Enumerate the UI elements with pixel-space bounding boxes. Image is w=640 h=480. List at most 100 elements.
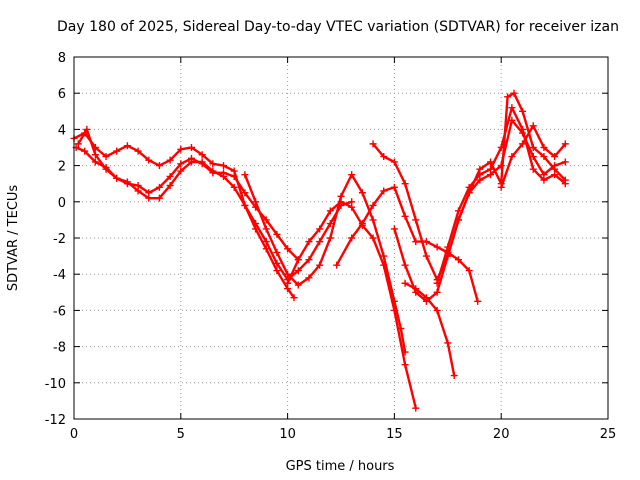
data-point-sat-d bbox=[316, 261, 324, 269]
data-point-sat-f bbox=[401, 212, 409, 220]
data-point-sat-a bbox=[209, 160, 217, 168]
series-sat-h bbox=[393, 92, 567, 303]
data-point-sat-d bbox=[358, 189, 366, 197]
data-point-sat-d bbox=[284, 270, 292, 278]
data-point-sat-c bbox=[155, 194, 163, 202]
data-point-sat-b bbox=[230, 172, 238, 180]
data-point-sat-b bbox=[91, 151, 99, 159]
x-tick-label: 25 bbox=[600, 427, 617, 442]
data-point-sat-c bbox=[91, 158, 99, 166]
data-point-sat-a bbox=[123, 142, 131, 150]
x-tick-label: 5 bbox=[177, 427, 185, 442]
data-point-sat-a bbox=[220, 162, 228, 170]
data-point-sat-g bbox=[561, 158, 569, 166]
axis-ticks: 0 5 10 15 20 25 -12 -10 -8 -6 -4 -2 0 2 4 6 8 bbox=[45, 51, 617, 442]
data-point-sat-c bbox=[187, 158, 195, 166]
data-point-sat-j bbox=[551, 171, 559, 179]
data-point-sat-e bbox=[326, 207, 334, 215]
data-point-sat-b bbox=[284, 245, 292, 253]
x-tick-label: 15 bbox=[386, 427, 403, 442]
data-point-sat-c bbox=[316, 238, 324, 246]
data-point-sat-c bbox=[166, 182, 174, 190]
data-point-sat-i bbox=[433, 306, 441, 314]
series-sat-a bbox=[72, 131, 296, 299]
series-sat-f bbox=[335, 186, 479, 303]
y-tick-label: 0 bbox=[58, 196, 66, 211]
y-tick-label: -8 bbox=[53, 341, 66, 356]
y-tick-label: -12 bbox=[45, 413, 66, 428]
data-point-sat-f bbox=[465, 267, 473, 275]
data-point-sat-c bbox=[102, 163, 110, 171]
data-point-sat-h bbox=[433, 288, 441, 296]
data-point-sat-j bbox=[487, 165, 495, 173]
data-point-sat-f bbox=[390, 183, 398, 191]
y-tick-label: 6 bbox=[58, 87, 66, 102]
y-tick-label: -10 bbox=[45, 377, 66, 392]
y-tick-label: 2 bbox=[58, 160, 66, 175]
data-point-sat-i bbox=[450, 372, 458, 380]
data-point-sat-b bbox=[166, 172, 174, 180]
data-point-sat-h bbox=[519, 107, 527, 115]
data-series bbox=[70, 89, 569, 412]
data-point-sat-a bbox=[155, 162, 163, 170]
data-point-sat-b bbox=[273, 230, 281, 238]
data-point-sat-g bbox=[390, 158, 398, 166]
data-point-sat-h bbox=[390, 225, 398, 233]
data-point-sat-a bbox=[113, 147, 121, 155]
data-point-sat-e bbox=[294, 256, 302, 264]
y-tick-label: 4 bbox=[58, 123, 66, 138]
data-point-sat-k bbox=[540, 144, 548, 151]
data-point-sat-e bbox=[390, 306, 398, 314]
data-point-sat-j bbox=[497, 144, 505, 151]
data-point-sat-c bbox=[252, 220, 260, 228]
data-point-sat-e bbox=[380, 261, 388, 269]
data-point-sat-g bbox=[380, 153, 388, 161]
data-point-sat-k bbox=[551, 153, 559, 161]
data-point-sat-d bbox=[252, 198, 260, 206]
data-point-sat-h bbox=[540, 153, 548, 161]
data-point-sat-e bbox=[369, 234, 377, 242]
data-point-sat-c bbox=[123, 178, 131, 186]
y-axis-label: SDTVAR / TECUs bbox=[6, 185, 21, 292]
data-point-sat-h bbox=[510, 89, 518, 97]
data-point-sat-f bbox=[358, 220, 366, 228]
data-point-sat-f bbox=[422, 238, 430, 246]
data-point-sat-e bbox=[337, 198, 345, 206]
data-point-sat-f bbox=[474, 297, 482, 305]
data-point-sat-c bbox=[273, 259, 281, 267]
data-point-sat-h bbox=[401, 261, 409, 269]
data-point-sat-c bbox=[198, 158, 206, 166]
y-tick-label: -6 bbox=[53, 304, 66, 319]
data-point-sat-c bbox=[177, 167, 185, 175]
data-point-sat-d bbox=[305, 274, 313, 282]
y-tick-label: 8 bbox=[58, 51, 66, 66]
data-point-sat-k bbox=[497, 183, 505, 191]
data-point-sat-a bbox=[273, 267, 281, 275]
data-point-sat-j bbox=[444, 243, 452, 251]
y-tick-label: -4 bbox=[53, 268, 66, 283]
data-point-sat-f bbox=[333, 261, 341, 269]
data-point-sat-c bbox=[134, 187, 142, 195]
data-point-sat-d bbox=[294, 281, 302, 289]
data-point-sat-j bbox=[561, 180, 569, 188]
data-point-sat-d bbox=[369, 216, 377, 224]
data-point-sat-c bbox=[209, 167, 217, 175]
data-point-sat-e bbox=[412, 404, 420, 412]
data-point-sat-j bbox=[540, 176, 548, 184]
data-point-sat-a bbox=[177, 145, 185, 153]
series-sat-d bbox=[243, 173, 407, 354]
data-point-sat-i bbox=[412, 285, 420, 293]
data-point-sat-k bbox=[529, 122, 537, 130]
data-point-sat-a bbox=[166, 156, 174, 164]
data-point-sat-j bbox=[476, 171, 484, 179]
data-point-sat-f bbox=[454, 256, 462, 264]
data-point-sat-a bbox=[145, 156, 153, 164]
data-point-sat-c bbox=[262, 238, 270, 246]
data-point-sat-j bbox=[465, 183, 473, 191]
data-point-sat-b bbox=[155, 183, 163, 191]
data-point-sat-d bbox=[326, 234, 334, 242]
data-point-sat-h bbox=[529, 144, 537, 151]
data-point-sat-j bbox=[529, 165, 537, 173]
data-point-sat-b bbox=[74, 140, 82, 148]
